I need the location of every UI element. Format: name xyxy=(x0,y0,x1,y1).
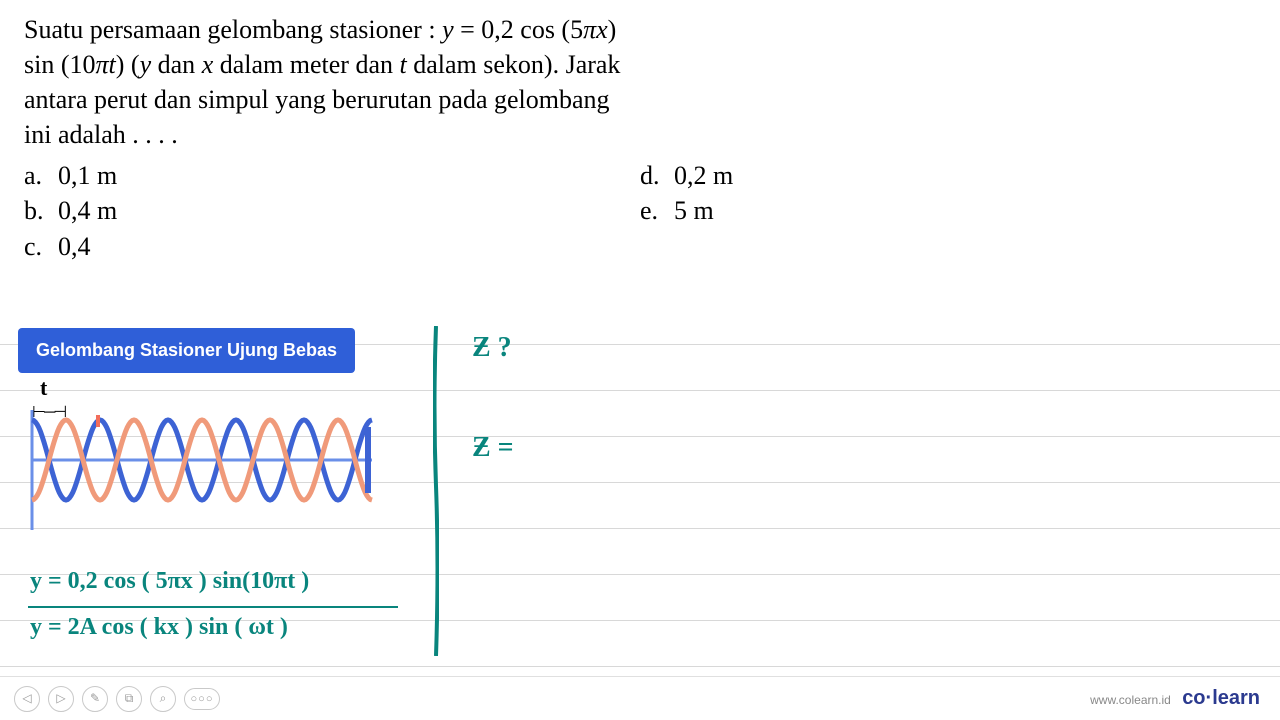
handwriting-z-question: Ƶ ? xyxy=(472,332,512,364)
handwriting-z-equals: Ƶ = xyxy=(472,432,514,464)
more-button[interactable]: ○○○ xyxy=(184,688,220,710)
q-var-x: x xyxy=(596,15,608,44)
q-text: antara perut dan simpul yang berurutan p… xyxy=(24,85,610,114)
option-d: d.0,2 m xyxy=(640,158,1256,193)
q-text: Suatu persamaan gelombang stasioner : xyxy=(24,15,442,44)
q-text: dan xyxy=(151,50,202,79)
option-e-text: 5 m xyxy=(674,196,714,225)
option-b: b.0,4 m xyxy=(24,193,640,228)
brand: www.colearn.id co·learn xyxy=(1090,687,1260,710)
q-var-y: y xyxy=(442,15,454,44)
pen-button[interactable]: ✎ xyxy=(82,686,108,712)
copy-button[interactable]: ⧉ xyxy=(116,686,142,712)
q-var-y: y xyxy=(140,50,152,79)
vertical-divider xyxy=(433,326,439,656)
q-text: ini adalah . . . . xyxy=(24,120,178,149)
next-button[interactable]: ▷ xyxy=(48,686,74,712)
option-a: a.0,1 m xyxy=(24,158,640,193)
handwriting-eq1: y = 0,2 cos ( 5πx ) sin(10πt ) xyxy=(30,568,309,595)
option-a-text: 0,1 m xyxy=(58,161,117,190)
option-b-text: 0,4 m xyxy=(58,196,117,225)
q-var-x: x xyxy=(202,50,214,79)
prev-button[interactable]: ◁ xyxy=(14,686,40,712)
option-e: e.5 m xyxy=(640,193,1256,228)
q-pi: π xyxy=(96,50,109,79)
bottom-toolbar: ◁ ▷ ✎ ⧉ ⌕ ○○○ www.colearn.id co·learn xyxy=(0,676,1280,720)
topic-badge: Gelombang Stasioner Ujung Bebas xyxy=(18,328,355,373)
q-pi: π xyxy=(583,15,596,44)
handwriting-eq2: y = 2A cos ( kx ) sin ( ωt ) xyxy=(30,614,288,641)
options: a.0,1 m b.0,4 m c.0,4 d.0,2 m e.5 m xyxy=(24,158,1256,263)
q-text: ) xyxy=(608,15,617,44)
option-c: c.0,4 xyxy=(24,229,640,264)
q-text: ) ( xyxy=(116,50,140,79)
q-var-t: t xyxy=(400,50,407,79)
q-text: dalam meter dan xyxy=(213,50,399,79)
option-d-text: 0,2 m xyxy=(674,161,733,190)
brand-url: www.colearn.id xyxy=(1090,693,1171,707)
question-text: Suatu persamaan gelombang stasioner : y … xyxy=(24,12,1256,152)
q-text: = 0,2 cos (5 xyxy=(454,15,583,44)
paper-line xyxy=(0,666,1280,667)
wave-diagram xyxy=(18,375,378,530)
handwriting-underline xyxy=(28,606,398,608)
brand-name: co·learn xyxy=(1182,687,1260,709)
q-text: dalam sekon). Jarak xyxy=(407,50,621,79)
q-var-t: t xyxy=(109,50,116,79)
option-c-text: 0,4 xyxy=(58,232,91,261)
zoom-button[interactable]: ⌕ xyxy=(150,686,176,712)
q-text: sin (10 xyxy=(24,50,96,79)
